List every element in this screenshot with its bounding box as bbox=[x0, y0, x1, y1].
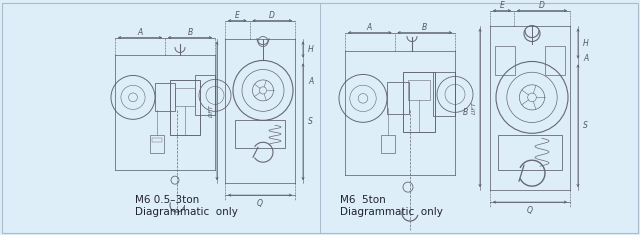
Bar bbox=[387, 82, 409, 114]
Bar bbox=[170, 80, 200, 135]
Text: Diagrammatic  only: Diagrammatic only bbox=[340, 207, 443, 217]
Bar bbox=[155, 83, 175, 111]
Text: Diagrammatic  only: Diagrammatic only bbox=[135, 207, 238, 217]
Text: B: B bbox=[422, 23, 427, 32]
Text: D: D bbox=[539, 1, 545, 10]
Bar bbox=[150, 135, 164, 153]
Text: A: A bbox=[138, 28, 143, 37]
Bar bbox=[408, 80, 430, 100]
Text: E: E bbox=[500, 1, 504, 10]
Bar bbox=[235, 120, 285, 148]
Bar bbox=[403, 72, 435, 132]
Text: E: E bbox=[234, 11, 239, 20]
Text: A: A bbox=[367, 23, 372, 32]
Text: Q: Q bbox=[257, 199, 263, 208]
Text: H: H bbox=[583, 39, 589, 48]
Text: A: A bbox=[583, 54, 588, 63]
Bar bbox=[381, 135, 395, 153]
Text: LIFT: LIFT bbox=[472, 102, 477, 114]
Text: Q: Q bbox=[527, 206, 533, 215]
Text: S: S bbox=[583, 121, 588, 130]
Bar bbox=[195, 75, 215, 115]
Text: M6 0.5–3ton: M6 0.5–3ton bbox=[135, 195, 199, 205]
Text: A: A bbox=[308, 77, 313, 86]
Text: LIFT: LIFT bbox=[209, 104, 214, 117]
Bar bbox=[175, 88, 195, 106]
Bar bbox=[433, 72, 455, 116]
Bar bbox=[152, 138, 162, 142]
Bar bbox=[495, 46, 515, 75]
Bar bbox=[498, 135, 562, 170]
Text: D: D bbox=[269, 11, 275, 20]
Text: M6  5ton: M6 5ton bbox=[340, 195, 386, 205]
Text: B: B bbox=[463, 108, 468, 117]
Bar bbox=[545, 46, 565, 75]
Text: S: S bbox=[308, 117, 313, 126]
Text: B: B bbox=[188, 28, 193, 37]
Text: H: H bbox=[308, 45, 314, 54]
